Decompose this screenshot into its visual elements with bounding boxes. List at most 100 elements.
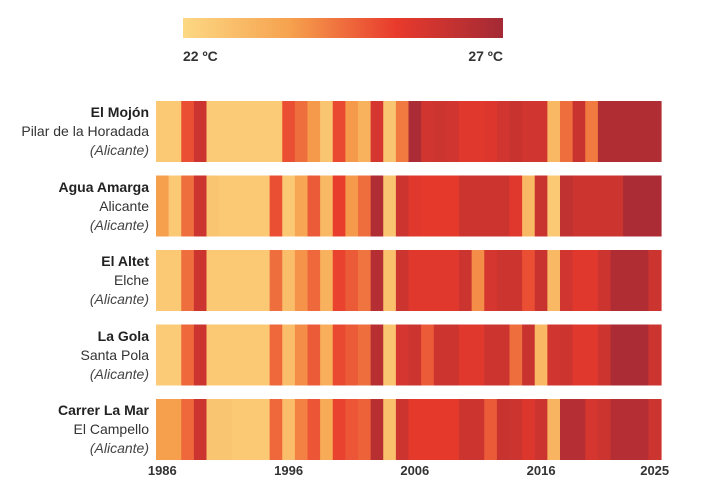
stripe-2003: [370, 175, 384, 237]
stripe-1987: [168, 175, 182, 237]
stripe-1999: [320, 101, 334, 162]
stripe-1995: [269, 175, 283, 237]
stripe-1986: [156, 175, 170, 237]
stripe-2023: [623, 324, 637, 386]
stripe-1993: [244, 250, 258, 311]
station-province: (Alicante): [89, 365, 149, 382]
station-place: El Campello: [73, 421, 149, 437]
stripe-2004: [383, 324, 397, 386]
stripe-2023: [623, 399, 637, 460]
stripe-1994: [257, 399, 271, 460]
stripe-1993: [244, 399, 258, 460]
stripe-2018: [560, 324, 574, 386]
stripe-2021: [597, 101, 612, 162]
stripe-2025: [648, 399, 662, 460]
stripe-2004: [383, 250, 397, 311]
stripe-1993: [244, 101, 258, 162]
stripe-2003: [370, 101, 384, 162]
stripe-1997: [294, 250, 309, 311]
station-province: (Alicante): [89, 142, 149, 158]
stripe-2017: [547, 101, 561, 162]
stripe-2021: [597, 250, 612, 311]
stripe-2024: [635, 101, 649, 162]
stripe-2009: [446, 175, 460, 237]
station-name: Agua Amarga: [58, 178, 149, 195]
stripe-2019: [572, 399, 586, 460]
stripe-1987: [168, 399, 182, 460]
stripe-1991: [219, 175, 233, 237]
x-tick-label: 1986: [147, 463, 177, 478]
stripe-2013: [496, 175, 511, 237]
stripe-1994: [257, 101, 271, 162]
stripe-2001: [345, 324, 359, 386]
stripe-2018: [560, 399, 574, 460]
station-province: (Alicante): [89, 291, 149, 307]
stripe-2025: [648, 250, 662, 311]
stripe-1999: [320, 399, 334, 460]
stripe-1999: [320, 175, 334, 237]
stripe-2010: [459, 399, 473, 460]
stripe-1991: [219, 324, 233, 386]
stripe-1986: [156, 101, 170, 162]
stripe-2004: [383, 399, 397, 460]
stripe-1999: [320, 324, 334, 386]
stripe-2016: [534, 250, 548, 311]
stripe-2020: [585, 324, 599, 386]
stripe-1992: [231, 250, 245, 311]
stripe-2022: [610, 250, 624, 311]
stripe-1988: [181, 399, 195, 460]
stripe-1990: [206, 324, 220, 386]
stripe-2007: [421, 324, 435, 386]
station-province: (Alicante): [89, 216, 149, 233]
stripe-2006: [408, 399, 422, 460]
stripe-2009: [446, 399, 460, 460]
stripe-2006: [408, 101, 422, 162]
stripe-2010: [459, 250, 473, 311]
stripe-2009: [446, 101, 460, 162]
stripe-2022: [610, 324, 624, 386]
stripe-1990: [206, 101, 220, 162]
stripe-2025: [648, 324, 662, 386]
stripe-2003: [370, 399, 384, 460]
stripe-2005: [395, 250, 410, 311]
stripe-1989: [193, 250, 208, 311]
stripe-2001: [345, 250, 359, 311]
stripe-2010: [459, 101, 473, 162]
station-province: (Alicante): [89, 440, 149, 456]
station-name: La Gola: [97, 327, 149, 344]
stripe-1996: [282, 175, 296, 237]
stripe-1992: [231, 324, 245, 386]
stripe-2025: [648, 175, 662, 237]
stripe-2020: [585, 250, 599, 311]
stripe-2017: [547, 175, 561, 237]
stripe-2001: [345, 175, 359, 237]
stripe-2002: [358, 324, 372, 386]
stripe-1995: [269, 324, 283, 386]
station-label: El Mojón Pilar de la Horadada (Alicante): [0, 103, 149, 160]
stripe-2014: [509, 250, 523, 311]
stripe-2000: [332, 399, 346, 460]
stripe-2016: [534, 101, 548, 162]
legend-color-scale: [183, 18, 503, 38]
stripe-1998: [307, 175, 321, 237]
stripe-1997: [294, 399, 309, 460]
stripe-2022: [610, 101, 624, 162]
stripe-2012: [484, 101, 498, 162]
stripe-2022: [610, 399, 624, 460]
stripe-2009: [446, 324, 460, 386]
stripe-1996: [282, 101, 296, 162]
stripe-2000: [332, 175, 346, 237]
x-tick-label: 2016: [526, 463, 556, 478]
station-place: Pilar de la Horadada: [21, 123, 149, 139]
stripe-1996: [282, 399, 296, 460]
stripe-1988: [181, 101, 195, 162]
stripe-2020: [585, 399, 599, 460]
stripe-2024: [635, 324, 649, 386]
stripe-2014: [509, 399, 523, 460]
stripe-1994: [257, 250, 271, 311]
stripe-2008: [433, 324, 447, 386]
station-label: Agua Amarga Alicante (Alicante): [0, 178, 149, 235]
stripe-2001: [345, 101, 359, 162]
stripe-2004: [383, 175, 397, 237]
